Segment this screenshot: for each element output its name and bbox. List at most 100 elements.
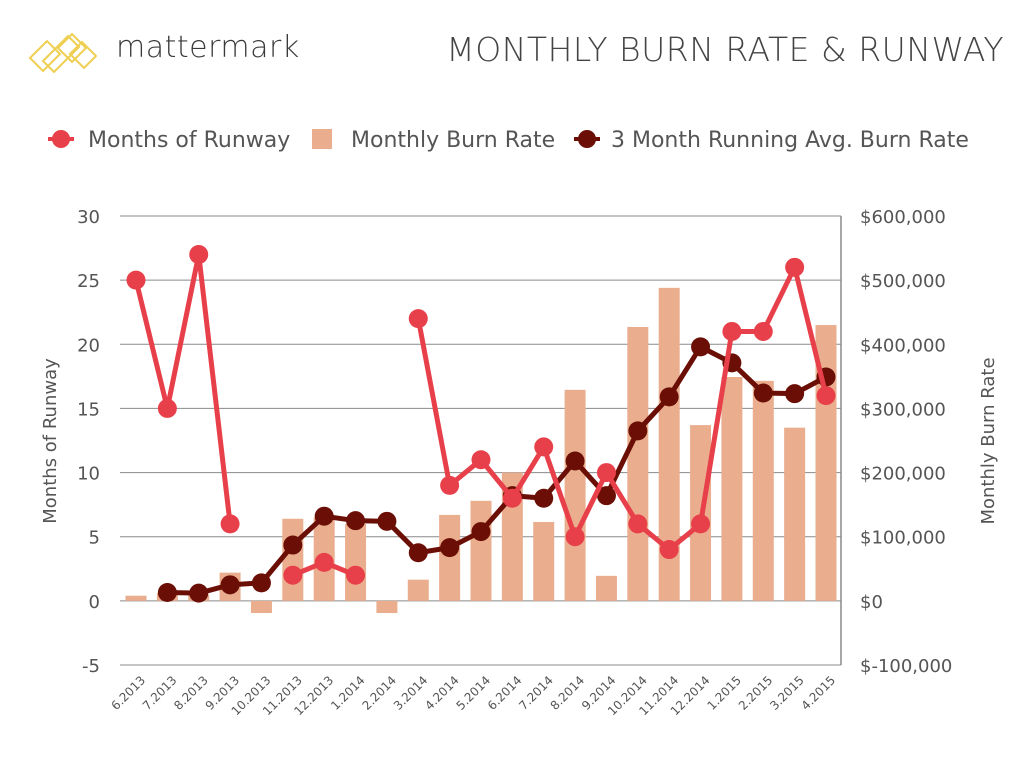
legend-burn-label: Monthly Burn Rate: [351, 128, 555, 153]
y-right-tick: $400,000: [860, 335, 946, 356]
burn-bar: [595, 575, 617, 601]
burn-bars: [125, 287, 837, 614]
y-right-tick: $300,000: [860, 399, 946, 420]
runway-line-point: [565, 527, 585, 547]
avg-burn-line-point: [659, 387, 679, 407]
runway-line-point: [659, 540, 679, 560]
lines: [126, 244, 836, 603]
avg-burn-line-point: [408, 543, 428, 563]
x-tick: 6.2013: [109, 673, 149, 713]
x-tick: 4.2014: [422, 673, 462, 713]
avg-burn-line-point: [346, 511, 366, 531]
x-tick: 1.2014: [328, 673, 368, 713]
y-left-tick: 15: [77, 399, 100, 420]
x-tick: 3.2015: [767, 673, 807, 713]
x-tick: 5.2014: [454, 673, 494, 713]
burn-bar: [376, 600, 398, 614]
legend-runway-marker: [52, 130, 70, 148]
x-tick: 2.2014: [359, 673, 399, 713]
avg-burn-line-point: [251, 573, 271, 593]
runway-line: [126, 244, 836, 585]
burn-bar: [721, 376, 743, 601]
runway-line-point: [440, 475, 460, 495]
burn-bar: [250, 600, 272, 614]
y-right-tick: $-100,000: [860, 656, 952, 677]
avg-burn-line-point: [628, 421, 648, 441]
runway-line-segment: [133, 251, 233, 525]
legend-runway-label: Months of Runway: [88, 128, 290, 153]
y-right-tick: $0: [860, 592, 883, 613]
avg-burn-line-point: [314, 506, 334, 526]
y-right-tick: $600,000: [860, 207, 946, 228]
runway-line-point: [346, 565, 366, 585]
avg-burn-line-point: [283, 535, 303, 555]
legend: Months of Runway Monthly Burn Rate 3 Month…: [48, 128, 969, 153]
legend-burn-marker: [312, 129, 332, 149]
y-right-label: Monthly Burn Rate: [978, 357, 999, 524]
legend-avg-marker: [578, 130, 596, 148]
runway-line-point: [691, 514, 711, 534]
burn-bar: [282, 518, 304, 601]
burn-bar: [439, 514, 461, 601]
x-tick: 2.2015: [736, 673, 776, 713]
burn-bar: [125, 595, 147, 601]
y-left-tick: 5: [89, 528, 100, 549]
avg-burn-line-point: [471, 522, 491, 542]
avg-burn-line-point: [377, 511, 397, 531]
burn-bar: [470, 500, 492, 601]
burn-bar: [658, 287, 680, 601]
avg-burn-line-point: [753, 383, 773, 403]
burn-bar: [752, 380, 774, 601]
x-tick: 6.2014: [485, 673, 525, 713]
runway-line-point: [785, 257, 805, 277]
avg-burn-line-point: [565, 451, 585, 471]
legend-avg-label: 3 Month Running Avg. Burn Rate: [611, 128, 969, 153]
runway-line-point: [628, 514, 648, 534]
x-tick: 3.2014: [391, 673, 431, 713]
runway-line-point: [502, 488, 522, 508]
x-tick: 8.2013: [171, 673, 211, 713]
runway-line-point: [596, 463, 616, 483]
runway-line-point: [471, 450, 491, 470]
avg-burn-line-point: [691, 337, 711, 357]
y-left-tick: 0: [89, 592, 100, 613]
avg-burn-line-point: [157, 583, 177, 603]
runway-line-point: [314, 552, 334, 572]
y-right-tick: $100,000: [860, 528, 946, 549]
x-tick: 7.2014: [516, 673, 556, 713]
burn-bar: [533, 521, 555, 601]
y-left-label: Months of Runway: [40, 358, 61, 524]
runway-line-point: [816, 386, 836, 406]
x-tick: 8.2014: [548, 673, 588, 713]
avg-burn-line-point: [596, 486, 616, 506]
runway-line-point: [283, 565, 303, 585]
brand-name: mattermark: [116, 30, 300, 65]
avg-burn-line-point: [534, 488, 554, 508]
avg-burn-line-segment: [167, 344, 828, 596]
runway-line-point: [126, 270, 146, 290]
chart-title: MONTHLY BURN RATE & RUNWAY: [446, 30, 1004, 69]
avg-burn-line-point: [220, 575, 240, 595]
burn-bar: [407, 579, 429, 601]
x-tick: 7.2013: [140, 673, 180, 713]
avg-burn-line-point: [440, 538, 460, 558]
burn-bar: [627, 326, 649, 601]
runway-line-point: [189, 244, 209, 264]
y-left-tick: 20: [77, 335, 100, 356]
runway-line-point: [722, 321, 742, 341]
x-tick: 1.2015: [704, 673, 744, 713]
burn-bar: [564, 389, 586, 601]
avg-burn-line-point: [785, 384, 805, 404]
y-left-tick: 10: [77, 464, 100, 485]
x-tick: 4.2015: [799, 673, 839, 713]
y-right-tick: $500,000: [860, 271, 946, 292]
mattermark-logo: [28, 32, 98, 74]
runway-line-point: [220, 514, 240, 534]
y-left-tick: -5: [82, 656, 100, 677]
y-left-tick: 25: [77, 271, 100, 292]
y-left-tick: 30: [77, 207, 100, 228]
runway-line-point: [408, 309, 428, 329]
y-right-tick: $200,000: [860, 464, 946, 485]
burn-bar: [784, 427, 806, 601]
